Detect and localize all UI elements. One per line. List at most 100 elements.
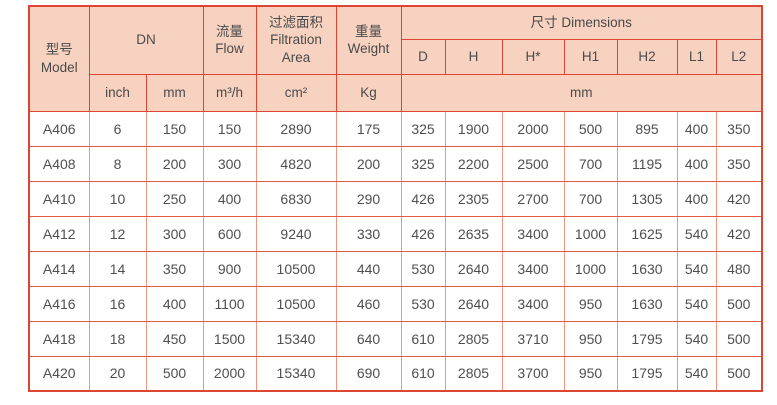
unit-area: cm²: [255, 73, 337, 112]
header-dimensions: 尺寸 Dimensions: [400, 5, 763, 40]
cell: 500: [715, 320, 763, 357]
cell: 6830: [255, 180, 337, 217]
cell: 400: [676, 180, 717, 217]
cell: 14: [88, 250, 147, 287]
cell: 420: [715, 180, 763, 217]
table-row: A418 18 450 1500 15340 640 610 2805 3710…: [28, 320, 763, 357]
cell: 540: [676, 250, 717, 287]
cell: 2500: [501, 145, 565, 182]
cell: 700: [563, 145, 618, 182]
unit-flow: m³/h: [202, 73, 257, 112]
header-dim-l2: L2: [715, 38, 763, 75]
cell: 450: [145, 320, 204, 357]
cell: 12: [88, 215, 147, 252]
cell: 175: [335, 110, 402, 147]
cell: 426: [400, 180, 446, 217]
cell: 500: [715, 285, 763, 322]
cell: 10500: [255, 285, 337, 322]
unit-weight: Kg: [335, 73, 402, 112]
cell: 500: [715, 355, 763, 392]
cell: 400: [676, 145, 717, 182]
cell: 950: [563, 355, 618, 392]
header-row-units: inch mm m³/h cm² Kg mm: [29, 73, 763, 112]
cell: 200: [335, 145, 402, 182]
cell-model: A412: [28, 215, 90, 252]
cell: 900: [202, 250, 257, 287]
cell: 2890: [255, 110, 337, 147]
cell: 540: [676, 320, 717, 357]
cell: 540: [676, 355, 717, 392]
cell: 1500: [202, 320, 257, 357]
cell: 1000: [563, 250, 618, 287]
header-dim-h2: H2: [616, 38, 678, 75]
header-weight: 重量 Weight: [335, 5, 402, 75]
cell: 250: [145, 180, 204, 217]
table-row: A408 8 200 300 4820 200 325 2200 2500 70…: [28, 145, 763, 182]
cell: 400: [202, 180, 257, 217]
cell: 350: [145, 250, 204, 287]
unit-inch: inch: [88, 73, 147, 112]
cell: 600: [202, 215, 257, 252]
cell: 1000: [563, 215, 618, 252]
cell: 540: [676, 285, 717, 322]
table-row: A420 20 500 2000 15340 690 610 2805 3700…: [28, 355, 763, 392]
cell: 610: [400, 320, 446, 357]
cell: 895: [616, 110, 678, 147]
header-row-1: 型号 Model DN 流量 Flow 过滤面积 Filtration Area…: [28, 5, 763, 112]
cell-model: A414: [28, 250, 90, 287]
cell: 3700: [501, 355, 565, 392]
cell: 150: [145, 110, 204, 147]
header-dim-h: H: [444, 38, 503, 75]
cell: 2305: [444, 180, 503, 217]
cell: 325: [400, 110, 446, 147]
cell: 350: [715, 110, 763, 147]
cell: 480: [715, 250, 763, 287]
cell: 530: [400, 250, 446, 287]
cell: 150: [202, 110, 257, 147]
cell: 1795: [616, 320, 678, 357]
cell: 1795: [616, 355, 678, 392]
cell: 690: [335, 355, 402, 392]
header-dim-h1: H1: [563, 38, 618, 75]
cell: 2640: [444, 285, 503, 322]
cell: 3400: [501, 250, 565, 287]
cell: 4820: [255, 145, 337, 182]
cell: 1630: [616, 250, 678, 287]
cell: 2805: [444, 320, 503, 357]
cell: 440: [335, 250, 402, 287]
cell: 350: [715, 145, 763, 182]
cell-model: A416: [28, 285, 90, 322]
cell: 290: [335, 180, 402, 217]
table-row: A412 12 300 600 9240 330 426 2635 3400 1…: [28, 215, 763, 252]
cell: 2000: [501, 110, 565, 147]
cell: 950: [563, 285, 618, 322]
cell: 2000: [202, 355, 257, 392]
cell: 700: [563, 180, 618, 217]
cell: 2200: [444, 145, 503, 182]
cell: 325: [400, 145, 446, 182]
cell-model: A408: [28, 145, 90, 182]
cell: 15340: [255, 355, 337, 392]
header-flow: 流量 Flow: [202, 5, 257, 75]
header-row-2: D H H* H1 H2 L1 L2: [29, 38, 763, 75]
cell: 10500: [255, 250, 337, 287]
cell: 20: [88, 355, 147, 392]
cell: 1625: [616, 215, 678, 252]
cell-model: A420: [28, 355, 90, 392]
cell: 9240: [255, 215, 337, 252]
header-filtration-area: 过滤面积 Filtration Area: [255, 5, 337, 75]
cell-model: A406: [28, 110, 90, 147]
cell: 300: [145, 215, 204, 252]
cell: 1630: [616, 285, 678, 322]
header-dim-l1: L1: [676, 38, 717, 75]
table-row: A414 14 350 900 10500 440 530 2640 3400 …: [28, 250, 763, 287]
cell: 3400: [501, 285, 565, 322]
cell: 200: [145, 145, 204, 182]
cell: 1100: [202, 285, 257, 322]
cell: 2700: [501, 180, 565, 217]
cell-model: A418: [28, 320, 90, 357]
cell: 420: [715, 215, 763, 252]
cell: 610: [400, 355, 446, 392]
cell: 1195: [616, 145, 678, 182]
